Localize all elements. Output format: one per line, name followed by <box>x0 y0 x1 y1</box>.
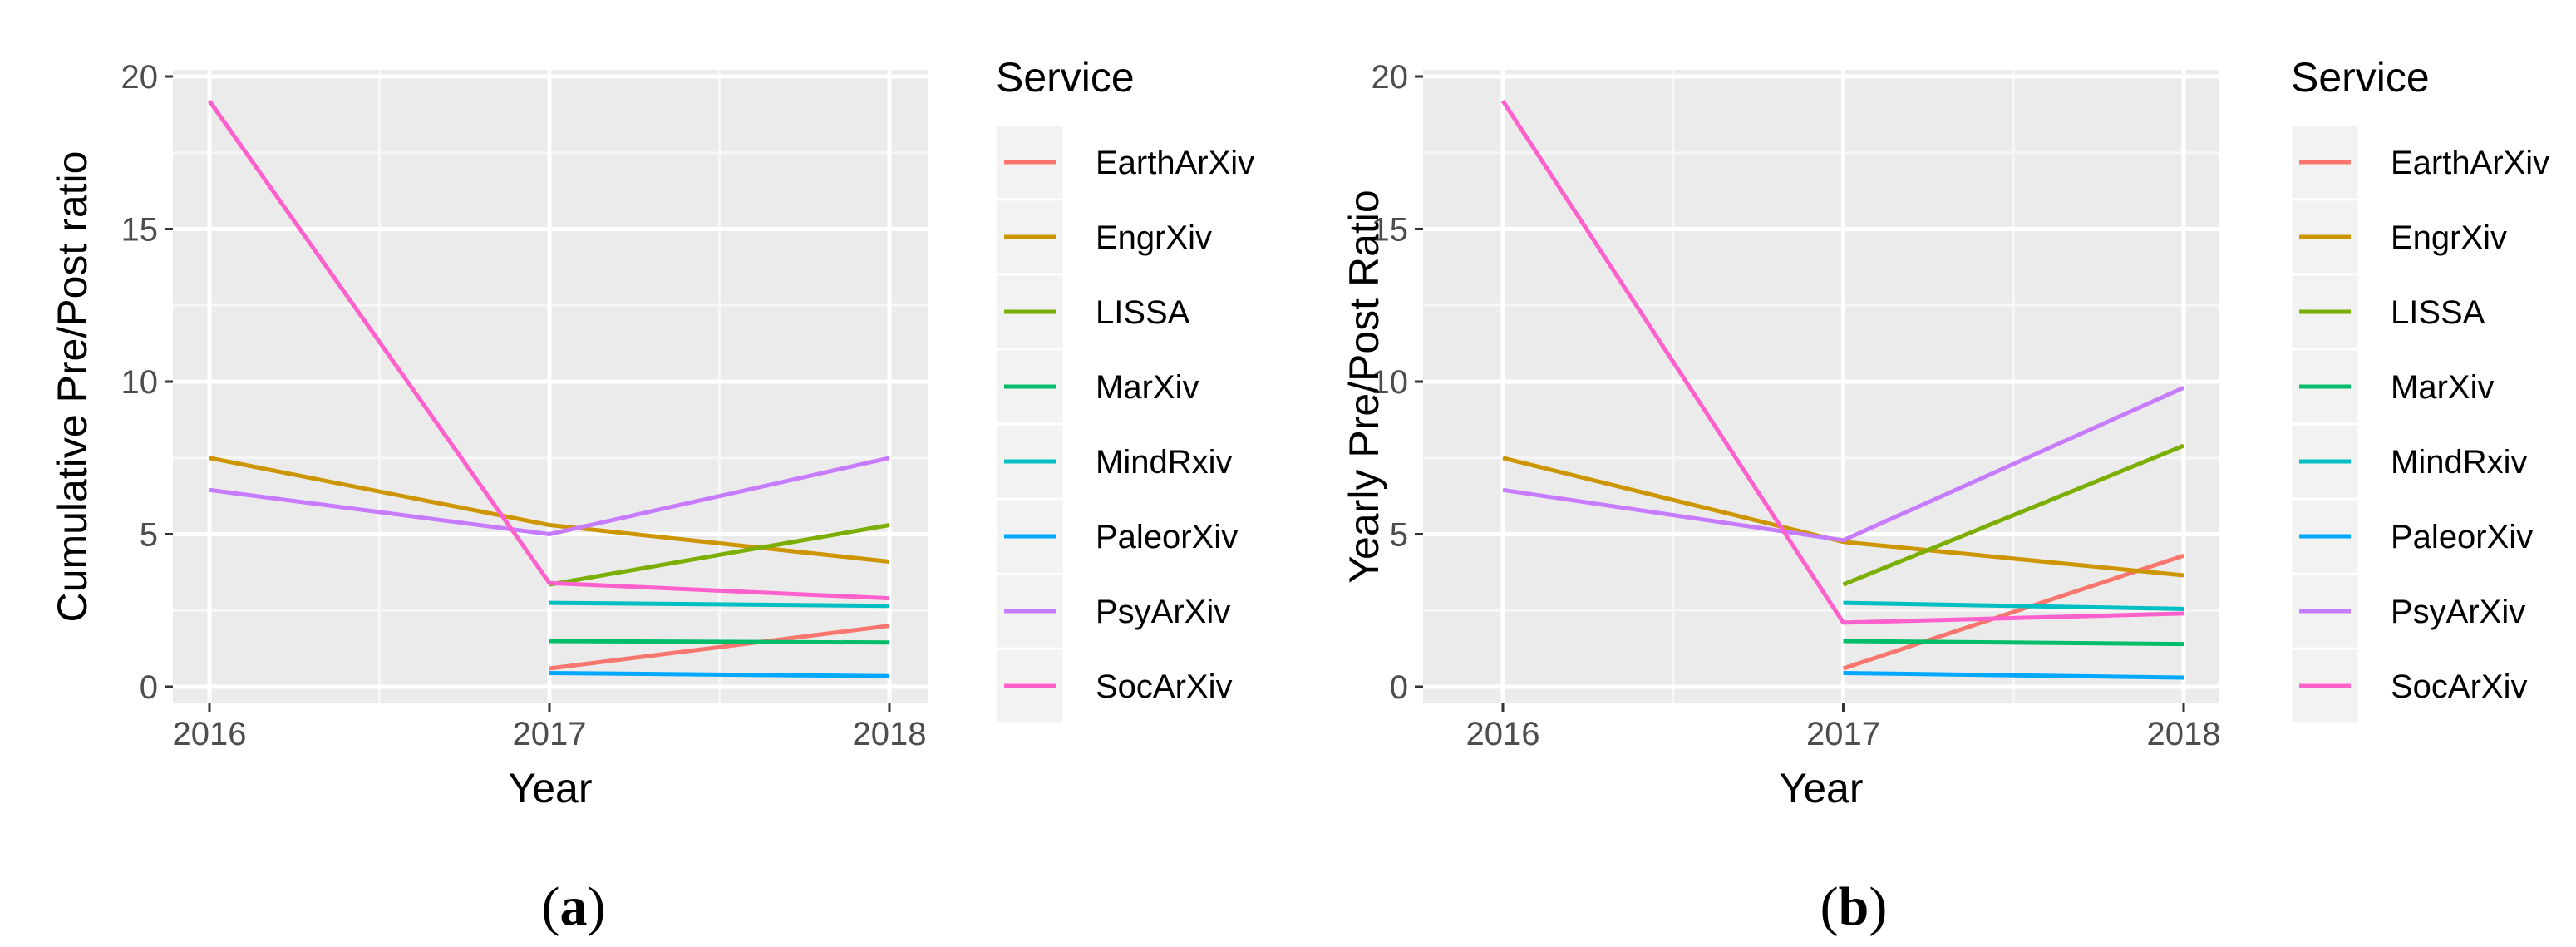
legend-label: EarthArXiv <box>1096 145 1254 181</box>
x-tick-label: 2016 <box>173 716 247 752</box>
legend-label: SocArXiv <box>1096 668 1233 705</box>
legend-label: EarthArXiv <box>2391 145 2549 181</box>
x-tick-label: 2018 <box>2147 716 2221 752</box>
legend-item-marxiv: MarXiv <box>994 348 1199 426</box>
legend-item-lissa: LISSA <box>2289 273 2485 351</box>
series-line-paleorxiv <box>549 671 890 678</box>
legend-item-eartharxiv: EarthArXiv <box>2289 123 2549 201</box>
series-line-marxiv <box>549 639 890 645</box>
series-line-psyarxiv <box>1502 386 2185 543</box>
y-tick-label: 5 <box>1390 517 1408 554</box>
legend-label: PsyArXiv <box>2391 594 2525 630</box>
legend-label: LISSA <box>1096 294 1190 331</box>
y-tick-label: 20 <box>121 59 159 96</box>
caption-letter: a <box>560 876 588 937</box>
x-tick-label: 2017 <box>513 716 587 752</box>
series-line-socarxiv <box>1500 100 2184 625</box>
series-line-psyarxiv <box>209 456 890 536</box>
legend-label: PsyArXiv <box>1096 594 1230 630</box>
legend-label: MarXiv <box>1096 369 1199 406</box>
caption-open-paren: ( <box>1820 876 1839 937</box>
series-line-mindrxiv <box>1843 600 2184 611</box>
gridlines <box>173 70 928 703</box>
legend-item-psyarxiv: PsyArXiv <box>994 572 1230 650</box>
caption-open-paren: ( <box>542 876 560 937</box>
chart-panel-a: 0 5 10 15 20 2016 2017 2018 Year Cumulative Pre/P… <box>49 54 1254 937</box>
series-lines <box>207 99 890 678</box>
legend-item-eartharxiv: EarthArXiv <box>994 123 1254 201</box>
x-tick-label: 2018 <box>853 716 927 752</box>
legend-label: PaleorXiv <box>1096 519 1238 555</box>
legend-label: MindRxiv <box>1096 444 1232 481</box>
legend-item-engrxiv: EngrXiv <box>994 198 1212 276</box>
legend-item-marxiv: MarXiv <box>2289 348 2494 426</box>
y-tick-label: 0 <box>1390 669 1408 706</box>
legend: Service EarthArXiv EngrXiv LISSA MarXiv MindR… <box>2289 54 2549 725</box>
legend-label: LISSA <box>2391 294 2485 331</box>
series-line-paleorxiv <box>1843 671 2184 680</box>
caption-close-paren: ) <box>1869 876 1887 937</box>
series-line-marxiv <box>1843 639 2184 647</box>
legend-item-engrxiv: EngrXiv <box>2289 198 2507 276</box>
series-line-engrxiv <box>209 456 890 564</box>
legend-title: Service <box>996 54 1135 101</box>
legend-label: MarXiv <box>2391 369 2494 406</box>
y-tick-label: 15 <box>121 212 159 249</box>
legend-item-paleorxiv: PaleorXiv <box>2289 497 2533 575</box>
legend-label: PaleorXiv <box>2391 519 2533 555</box>
y-tick-label: 10 <box>121 364 159 401</box>
axes: 0 5 10 15 20 2016 2017 2018 <box>1372 59 2221 752</box>
legend-label: SocArXiv <box>2391 668 2528 705</box>
x-tick-label: 2016 <box>1466 716 1540 752</box>
y-tick-label: 5 <box>140 517 158 554</box>
legend: Service EarthArXiv EngrXiv LISSA MarXiv MindR… <box>994 54 1254 725</box>
legend-item-psyarxiv: PsyArXiv <box>2289 572 2525 650</box>
y-axis-title: Yearly Pre/Post Ratio <box>1341 190 1387 583</box>
x-tick-label: 2017 <box>1806 716 1880 752</box>
x-axis-title: Year <box>1779 765 1863 811</box>
legend-label: EngrXiv <box>2391 219 2507 256</box>
legend-item-mindrxiv: MindRxiv <box>2289 422 2527 501</box>
chart-panel-b: 0 5 10 15 20 2016 2017 2018 Year Yearly Pre/Post … <box>1341 54 2549 937</box>
series-line-socarxiv <box>207 99 890 601</box>
series-line-lissa <box>1842 443 2184 587</box>
y-tick-label: 20 <box>1372 59 1409 96</box>
x-axis-title: Year <box>508 765 592 811</box>
legend-item-paleorxiv: PaleorXiv <box>994 497 1238 575</box>
gridlines <box>1423 70 2219 703</box>
series-line-eartharxiv <box>1842 553 2184 671</box>
panel-caption: (a) <box>542 876 606 937</box>
axes: 0 5 10 15 20 2016 2017 2018 <box>121 59 927 752</box>
legend-label: MindRxiv <box>2391 444 2527 481</box>
legend-item-socarxiv: SocArXiv <box>994 647 1233 725</box>
legend-item-socarxiv: SocArXiv <box>2289 647 2528 725</box>
y-tick-label: 0 <box>140 669 158 706</box>
caption-letter: b <box>1839 876 1869 937</box>
legend-title: Service <box>2291 54 2430 101</box>
series-lines <box>1500 100 2185 680</box>
legend-item-lissa: LISSA <box>994 273 1190 351</box>
legend-item-mindrxiv: MindRxiv <box>994 422 1232 501</box>
y-axis-title: Cumulative Pre/Post ratio <box>49 151 96 623</box>
legend-label: EngrXiv <box>1096 219 1212 256</box>
plot-background <box>1423 70 2219 703</box>
series-line-lissa <box>549 523 890 587</box>
series-line-mindrxiv <box>549 600 890 609</box>
caption-close-paren: ) <box>588 876 606 937</box>
series-line-eartharxiv <box>549 624 890 671</box>
panel-caption: (b) <box>1820 876 1888 937</box>
y-tick-label: 15 <box>1372 212 1409 249</box>
y-tick-label: 10 <box>1372 364 1409 401</box>
